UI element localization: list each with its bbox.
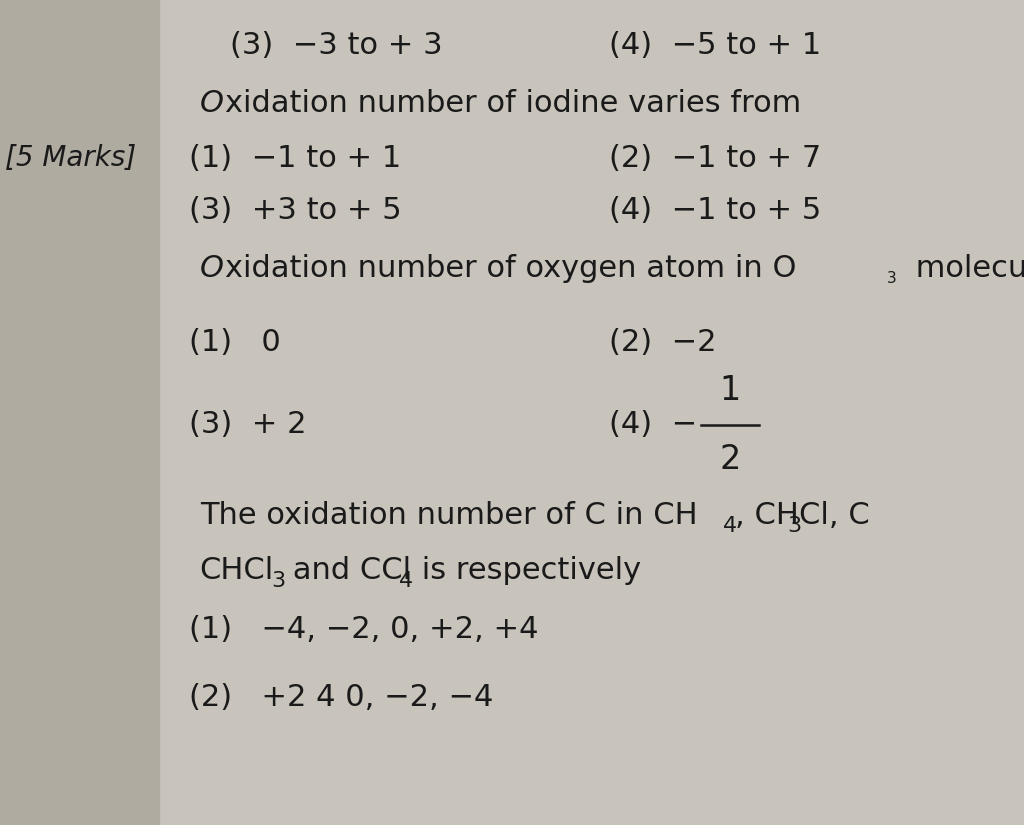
Text: , CH: , CH (735, 501, 799, 530)
Text: is respectively: is respectively (412, 556, 641, 586)
Text: (1)   0: (1) 0 (189, 328, 282, 357)
Text: 1: 1 (720, 374, 740, 407)
Text: (3)  −3 to + 3: (3) −3 to + 3 (230, 31, 443, 60)
Text: The oxidation number of C in CH: The oxidation number of C in CH (200, 501, 697, 530)
Text: molecu: molecu (906, 253, 1024, 283)
Text: (3)  +3 to + 5: (3) +3 to + 5 (189, 196, 402, 225)
Text: (2)  −1 to + 7: (2) −1 to + 7 (609, 144, 821, 173)
Text: CHCl: CHCl (200, 556, 274, 586)
Text: O: O (200, 88, 223, 118)
Text: 2: 2 (720, 443, 740, 476)
Text: and CCl: and CCl (283, 556, 411, 586)
Text: (4)  −5 to + 1: (4) −5 to + 1 (609, 31, 821, 60)
Text: (3)  + 2: (3) + 2 (189, 410, 307, 440)
Text: O: O (200, 253, 223, 283)
Text: 4: 4 (723, 516, 737, 535)
Text: (1)   −4, −2, 0, +2, +4: (1) −4, −2, 0, +2, +4 (189, 615, 539, 644)
Text: (4)  −: (4) − (609, 410, 697, 440)
Text: 3: 3 (271, 571, 286, 591)
Text: $_3$: $_3$ (886, 266, 896, 286)
Text: (1)  −1 to + 1: (1) −1 to + 1 (189, 144, 401, 173)
Text: xidation number of iodine varies from: xidation number of iodine varies from (225, 88, 802, 118)
Text: 3: 3 (787, 516, 802, 535)
Text: [5 Marks]: [5 Marks] (5, 144, 136, 172)
Text: (2)   +2 4 0, −2, −4: (2) +2 4 0, −2, −4 (189, 682, 494, 712)
Text: 4: 4 (399, 571, 414, 591)
Text: Cl, C: Cl, C (799, 501, 869, 530)
Text: (4)  −1 to + 5: (4) −1 to + 5 (609, 196, 821, 225)
Text: xidation number of oxygen atom in O: xidation number of oxygen atom in O (225, 253, 797, 283)
Text: (2)  −2: (2) −2 (609, 328, 717, 357)
Bar (0, 0, 159, 825)
